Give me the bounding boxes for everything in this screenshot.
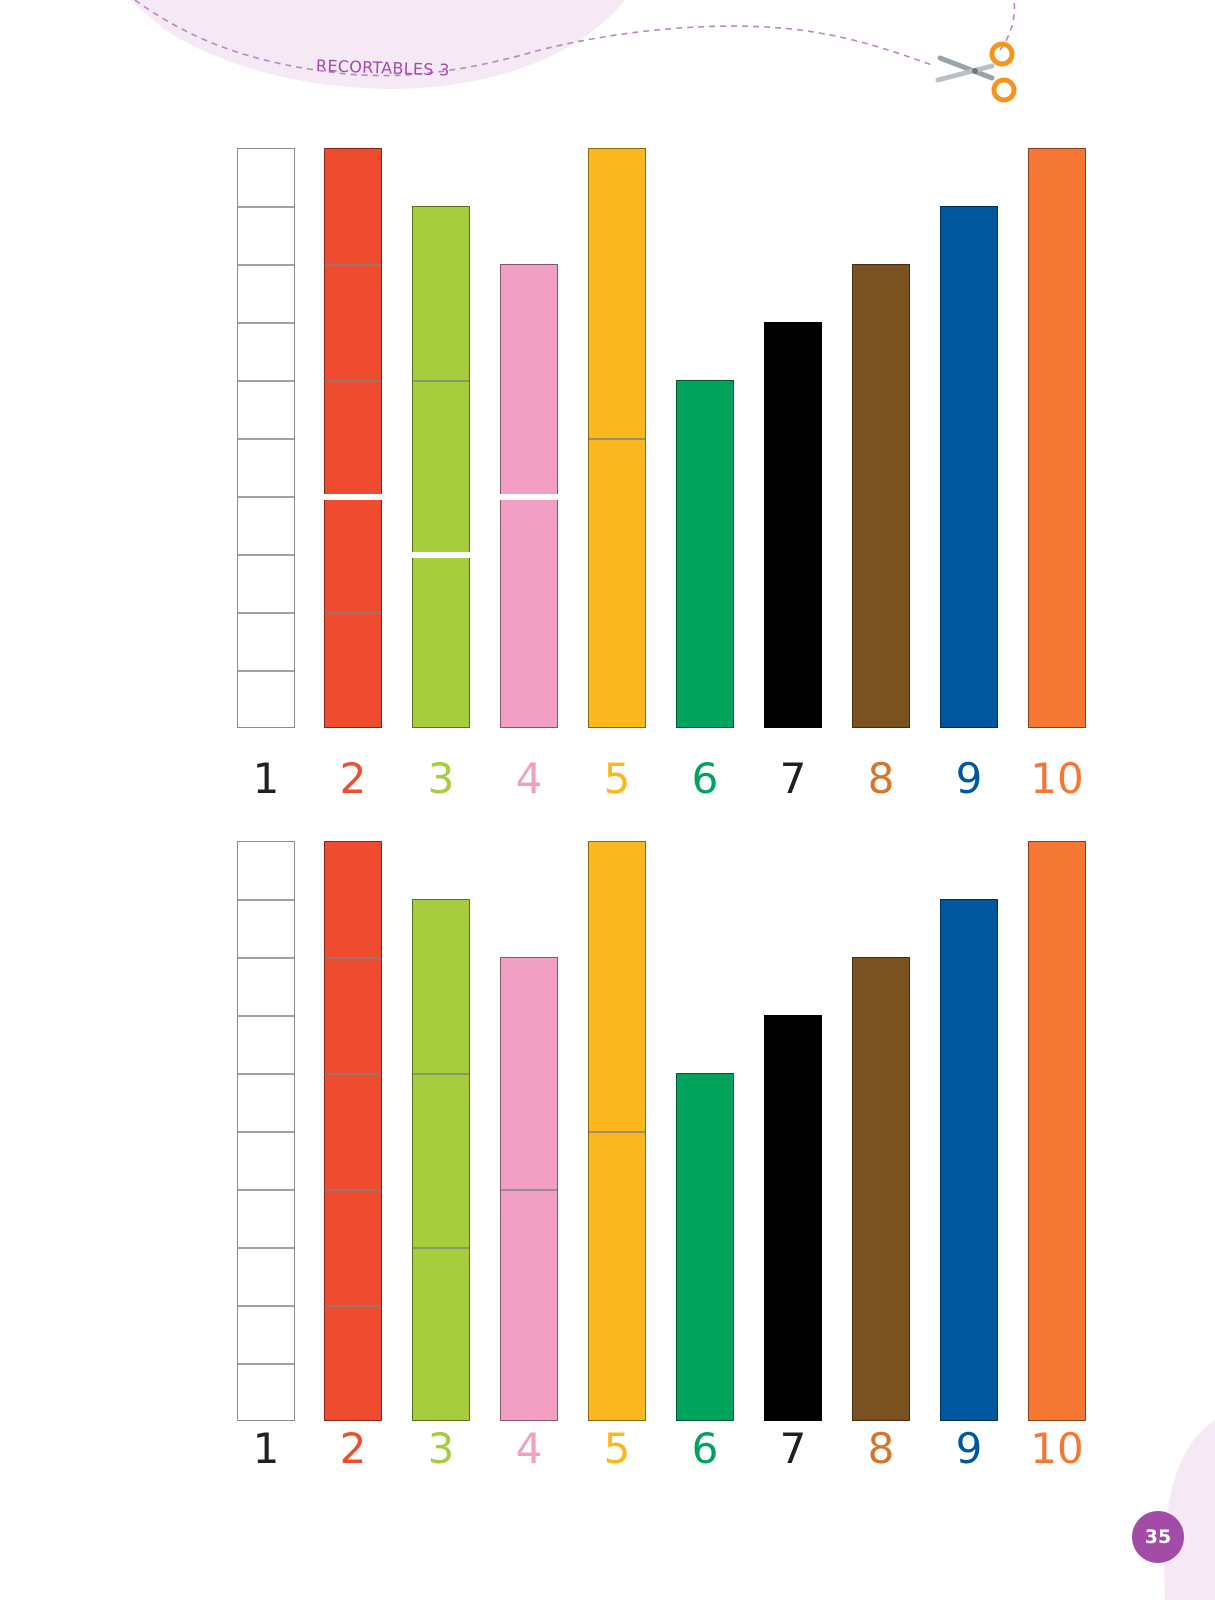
- rod-5: [588, 148, 646, 728]
- rod-label-7: 7: [779, 754, 807, 803]
- rod-divider: [325, 1073, 381, 1075]
- rod-divider: [238, 496, 294, 498]
- header-blob: [130, 0, 625, 89]
- rod-divider: [325, 380, 381, 382]
- rod-4: [500, 957, 558, 1421]
- rod-label-1: 1: [252, 754, 280, 803]
- rod-divider: [238, 1015, 294, 1017]
- rod-7: [764, 322, 822, 728]
- rod-divider: [413, 1247, 469, 1249]
- rod-6: [676, 1073, 734, 1421]
- rod-10: [1028, 148, 1086, 728]
- rod-divider: [238, 1363, 294, 1365]
- rod-divider: [238, 380, 294, 382]
- rod-label-5: 5: [603, 754, 631, 803]
- rod-label-9: 9: [955, 754, 983, 803]
- rod-divider: [238, 670, 294, 672]
- rod-label-8: 8: [867, 1424, 895, 1473]
- rod-divider: [238, 1305, 294, 1307]
- page-number-badge: 35: [1132, 1511, 1184, 1563]
- rod-divider: [325, 1305, 381, 1307]
- rod-divider: [238, 322, 294, 324]
- rod-divider: [238, 1073, 294, 1075]
- rod-10: [1028, 841, 1086, 1421]
- rod-label-10: 10: [1030, 1424, 1084, 1473]
- rod-divider: [589, 1131, 645, 1133]
- rod-1: [237, 148, 295, 728]
- rod-divider: [325, 264, 381, 266]
- rod-8: [852, 957, 910, 1421]
- rod-label-6: 6: [691, 1424, 719, 1473]
- rod-label-3: 3: [427, 1424, 455, 1473]
- rod-divider: [238, 957, 294, 959]
- rod-divider: [238, 438, 294, 440]
- rod-divider: [238, 899, 294, 901]
- rod-1: [237, 841, 295, 1421]
- rod-label-9: 9: [955, 1424, 983, 1473]
- scissors-icon: [935, 41, 1017, 103]
- rod-divider: [238, 1189, 294, 1191]
- rod-divider: [238, 206, 294, 208]
- corner-blob: [1164, 1420, 1215, 1600]
- rod-label-2: 2: [339, 1424, 367, 1473]
- rod-divider: [589, 438, 645, 440]
- rod-5: [588, 841, 646, 1421]
- rod-2: [324, 841, 382, 1421]
- rod-8: [852, 264, 910, 728]
- rod-label-7: 7: [779, 1424, 807, 1473]
- rod-divider: [238, 1131, 294, 1133]
- rod-divider: [238, 554, 294, 556]
- rod-label-8: 8: [867, 754, 895, 803]
- rod-label-6: 6: [691, 754, 719, 803]
- rod-divider: [238, 1247, 294, 1249]
- rod-divider: [413, 1073, 469, 1075]
- rod-divider: [501, 1189, 557, 1191]
- rod-label-3: 3: [427, 754, 455, 803]
- rod-divider: [238, 264, 294, 266]
- strip-gap: [412, 552, 470, 558]
- rod-divider: [325, 1189, 381, 1191]
- rod-divider: [325, 957, 381, 959]
- rod-9: [940, 899, 998, 1421]
- rod-label-1: 1: [252, 1424, 280, 1473]
- rod-divider: [238, 612, 294, 614]
- rod-3: [412, 899, 470, 1421]
- rod-3: [412, 206, 470, 728]
- rod-label-4: 4: [515, 1424, 543, 1473]
- rod-4: [500, 264, 558, 728]
- cut-line: [134, 0, 936, 77]
- rod-divider: [325, 612, 381, 614]
- rod-label-4: 4: [515, 754, 543, 803]
- rod-label-5: 5: [603, 1424, 631, 1473]
- rod-6: [676, 380, 734, 728]
- rod-divider: [413, 380, 469, 382]
- rod-label-2: 2: [339, 754, 367, 803]
- rod-2: [324, 148, 382, 728]
- strip-gap: [500, 494, 558, 500]
- rod-9: [940, 206, 998, 728]
- rod-7: [764, 1015, 822, 1421]
- strip-gap: [324, 494, 382, 500]
- rod-label-10: 10: [1030, 754, 1084, 803]
